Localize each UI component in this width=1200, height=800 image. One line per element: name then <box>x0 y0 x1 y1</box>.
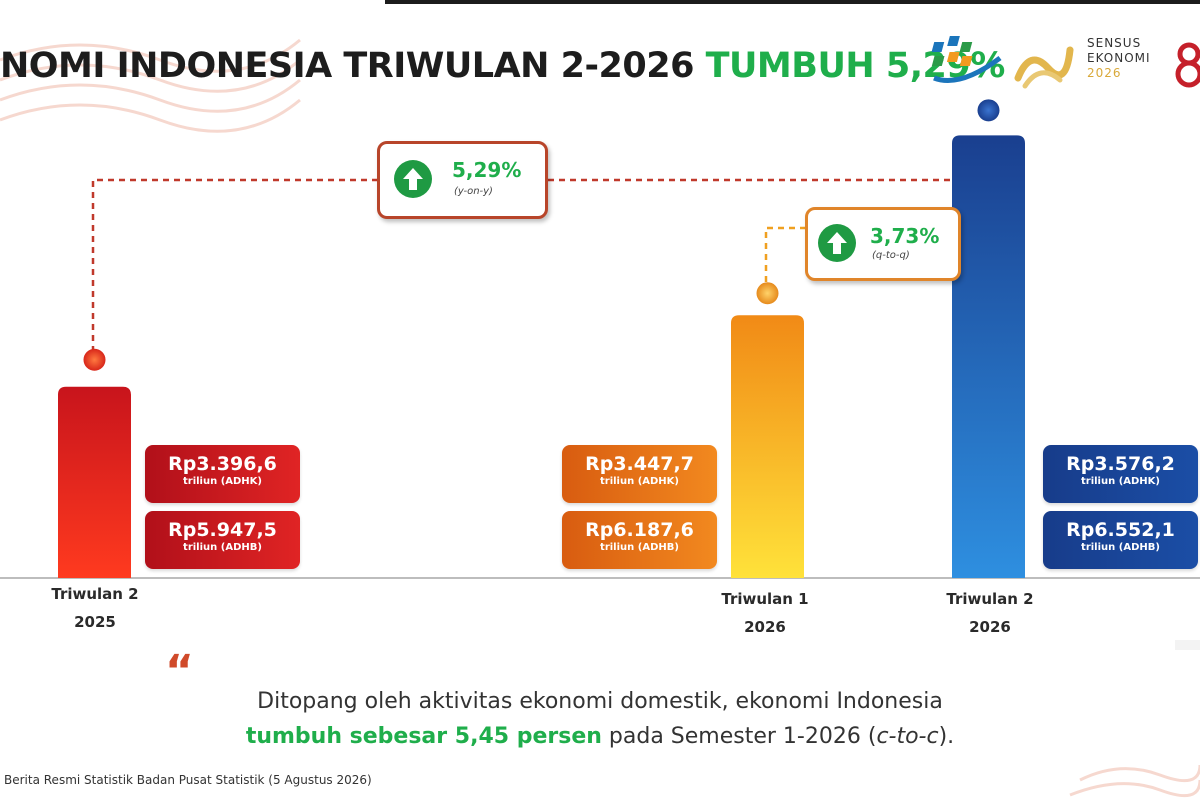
bar-2 <box>731 315 804 578</box>
summary-text: Ditopang oleh aktivitas ekonomi domestik… <box>160 684 1040 754</box>
qoq-growth-badge: 3,73% (q-to-q) <box>805 207 961 281</box>
yoy-growth-value: 5,29% <box>452 158 522 182</box>
value-box-adhb: Rp6.552,1 triliun (ADHB) <box>1043 511 1198 569</box>
value-box-adhb: Rp6.187,6 triliun (ADHB) <box>562 511 717 569</box>
summary-line-2: tumbuh sebesar 5,45 persen pada Semester… <box>245 724 955 749</box>
category-label: Triwulan 1 2026 <box>721 590 809 636</box>
value-box-adhb: Rp5.947,5 triliun (ADHB) <box>145 511 300 569</box>
bar-1 <box>58 386 131 578</box>
category-label: Triwulan 2 2025 <box>51 585 139 631</box>
top-bar <box>385 0 1200 4</box>
category-label: Triwulan 2 2026 <box>946 590 1034 636</box>
up-arrow-icon <box>818 224 856 262</box>
source-note: Berita Resmi Statistik Badan Pusat Stati… <box>4 773 372 787</box>
sensus-ekonomi-wordmark: SENSUS EKONOMI 2026 <box>1087 36 1151 80</box>
bar-marker-dot <box>83 348 106 371</box>
quote-icon: “ <box>165 646 194 697</box>
qoq-growth-label: (q-to-q) <box>872 250 910 261</box>
sensus-ekonomi-logo <box>1014 46 1074 89</box>
bar-marker-dot <box>977 99 1000 122</box>
title-main: NOMI INDONESIA TRIWULAN 2-2026 <box>0 46 694 86</box>
summary-line-1: Ditopang oleh aktivitas ekonomi domestik… <box>257 689 943 714</box>
logo-group <box>931 36 1200 89</box>
yoy-growth-label: (y-on-y) <box>454 186 493 197</box>
value-box-adhk: Rp3.396,6 triliun (ADHK) <box>145 445 300 503</box>
value-box-adhk: Rp3.447,7 triliun (ADHK) <box>562 445 717 503</box>
bar-marker-dot <box>756 282 779 305</box>
qoq-growth-value: 3,73% <box>870 224 940 248</box>
bps-logo <box>931 36 1002 83</box>
yoy-growth-badge: 5,29% (y-on-y) <box>377 141 548 219</box>
summary-highlight: tumbuh sebesar 5,45 persen <box>245 724 602 749</box>
up-arrow-icon <box>394 160 432 198</box>
bar-3 <box>952 135 1025 578</box>
value-box-adhk: Rp3.576,2 triliun (ADHK) <box>1043 445 1198 503</box>
emblem-8-logo <box>1175 42 1200 88</box>
